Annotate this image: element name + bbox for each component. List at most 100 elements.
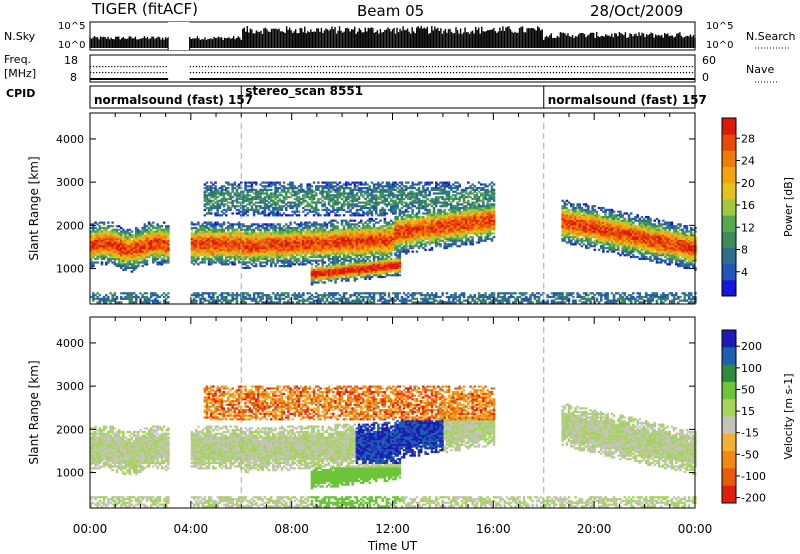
heatmap-cell xyxy=(327,230,331,233)
heatmap-cell xyxy=(276,234,279,237)
heatmap-cell xyxy=(310,268,314,271)
heatmap-cell xyxy=(321,194,324,197)
heatmap-cell xyxy=(285,203,288,206)
heatmap-cell xyxy=(325,196,329,199)
heatmap-cell xyxy=(334,274,337,277)
heatmap-cell xyxy=(332,263,335,266)
heatmap-cell xyxy=(237,257,241,260)
heatmap-cell xyxy=(308,250,312,253)
heatmap-cell xyxy=(334,236,337,239)
heatmap-cell xyxy=(325,272,329,275)
nave-point xyxy=(549,72,551,74)
heatmap-cell xyxy=(297,223,301,226)
heatmap-cell xyxy=(351,294,354,297)
heatmap-cell xyxy=(233,181,237,184)
heatmap-cell xyxy=(319,248,322,251)
heatmap-cell xyxy=(366,183,369,186)
heatmap-cell xyxy=(304,196,307,199)
heatmap-cell xyxy=(98,239,102,242)
heatmap-cell xyxy=(347,210,350,213)
heatmap-cell xyxy=(325,206,329,210)
heatmap-cell xyxy=(162,239,166,242)
heatmap-cell xyxy=(248,185,252,188)
heatmap-cell xyxy=(327,221,331,224)
heatmap-cell xyxy=(160,230,164,233)
heatmap-cell xyxy=(240,248,243,251)
heatmap-cell xyxy=(319,297,322,300)
heatmap-cell xyxy=(304,208,307,211)
heatmap-cell xyxy=(156,236,159,239)
heatmap-cell xyxy=(321,239,324,242)
heatmap-cell xyxy=(242,255,245,259)
heatmap-cell xyxy=(319,228,322,231)
heatmap-cell xyxy=(259,237,262,240)
heatmap-cell xyxy=(207,261,211,264)
heatmap-cell xyxy=(100,237,104,240)
heatmap-cell xyxy=(156,228,159,231)
heatmap-cell xyxy=(132,237,136,240)
heatmap-cell xyxy=(242,294,245,297)
heatmap-cell xyxy=(317,301,320,304)
heatmap-cell xyxy=(156,237,159,240)
heatmap-cell xyxy=(165,226,168,230)
heatmap-cell xyxy=(128,259,132,262)
heatmap-cell xyxy=(323,225,327,228)
heatmap-cell xyxy=(315,281,318,284)
heatmap-cell xyxy=(113,292,117,295)
heatmap-cell xyxy=(210,192,213,195)
heatmap-cell xyxy=(259,255,262,259)
heatmap-cell xyxy=(222,297,226,300)
heatmap-cell xyxy=(285,190,288,193)
heatmap-cell xyxy=(332,294,335,297)
heatmap-cell xyxy=(317,272,320,275)
heatmap-cell xyxy=(199,246,202,250)
heatmap-cell xyxy=(233,294,237,297)
heatmap-cell xyxy=(109,232,112,235)
heatmap-cell xyxy=(150,234,153,237)
heatmap-cell xyxy=(242,214,245,217)
heatmap-cell xyxy=(158,261,162,264)
nave-point xyxy=(198,72,201,74)
heatmap-cell xyxy=(143,223,147,226)
heatmap-cell xyxy=(330,245,333,248)
heatmap-cell xyxy=(265,203,269,206)
heatmap-cell xyxy=(100,297,104,300)
freq-point xyxy=(162,66,164,68)
heatmap-cell xyxy=(289,246,292,250)
heatmap-cell xyxy=(214,181,217,184)
heatmap-cell xyxy=(128,245,132,248)
heatmap-cell xyxy=(143,299,147,302)
heatmap-cell xyxy=(98,301,102,304)
heatmap-cell xyxy=(240,228,243,231)
heatmap-cell xyxy=(145,250,149,253)
heatmap-cell xyxy=(141,239,144,242)
freq-point xyxy=(577,66,579,68)
heatmap-cell xyxy=(261,234,264,237)
heatmap-cell xyxy=(265,252,269,255)
heatmap-cell xyxy=(126,228,129,231)
heatmap-cell xyxy=(312,225,316,228)
heatmap-cell xyxy=(141,295,144,299)
heatmap-cell xyxy=(317,188,320,191)
heatmap-cell xyxy=(282,185,286,188)
heatmap-cell xyxy=(227,183,230,186)
heatmap-cell xyxy=(105,297,108,300)
nave-point xyxy=(637,72,639,74)
heatmap-cell xyxy=(330,205,333,208)
heatmap-cell xyxy=(319,259,322,262)
heatmap-cell xyxy=(244,261,247,264)
heatmap-cell xyxy=(222,248,226,251)
heatmap-cell xyxy=(107,241,110,244)
heatmap-cell xyxy=(199,237,202,240)
freq-point xyxy=(489,66,491,68)
heatmap-cell xyxy=(278,199,282,202)
heatmap-cell xyxy=(274,212,277,215)
heatmap-cell xyxy=(235,190,239,193)
heatmap-cell xyxy=(302,239,305,242)
heatmap-cell xyxy=(310,255,314,259)
heatmap-cell xyxy=(220,237,224,240)
heatmap-cell xyxy=(109,246,112,250)
heatmap-cell xyxy=(227,237,230,240)
heatmap-cell xyxy=(216,208,219,211)
heatmap-cell xyxy=(242,206,245,210)
